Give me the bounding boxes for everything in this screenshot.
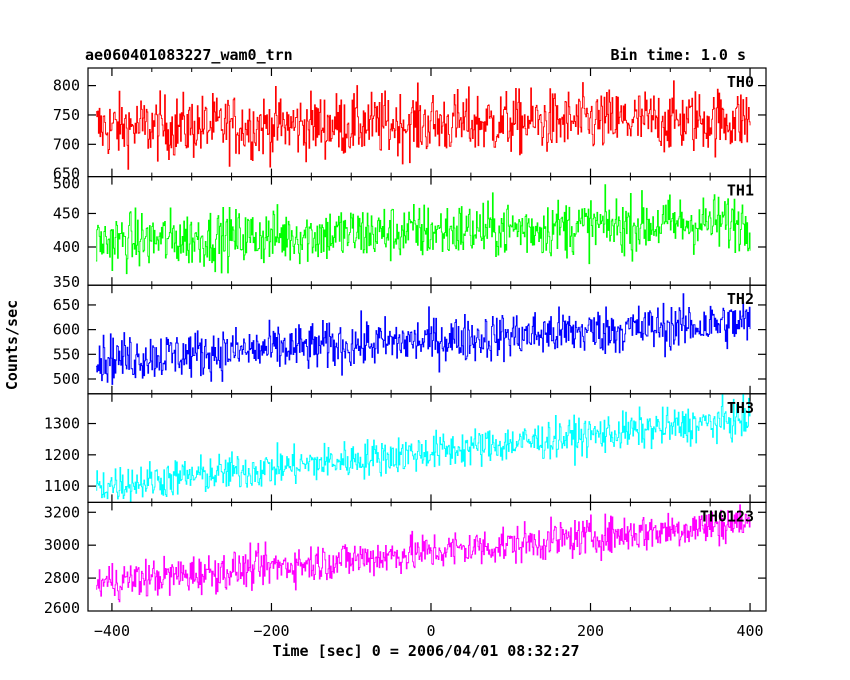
panel-label-th0: TH0 <box>727 73 754 91</box>
y-tick-label: 2600 <box>44 599 80 617</box>
y-tick-label: 350 <box>53 273 80 291</box>
y-tick-label: 650 <box>53 296 80 314</box>
y-tick-label: 3000 <box>44 536 80 554</box>
x-tick-label: −200 <box>253 622 289 640</box>
series-line-th3 <box>95 393 751 503</box>
y-axis-label: Counts/sec <box>3 300 21 390</box>
y-tick-label: 400 <box>53 238 80 256</box>
y-tick-label: 550 <box>53 345 80 363</box>
y-tick-label: 450 <box>53 204 80 222</box>
y-tick-label: 500 <box>53 370 80 388</box>
y-tick-label: 600 <box>53 321 80 339</box>
x-tick-label: 0 <box>426 622 435 640</box>
y-tick-label: 1300 <box>44 415 80 433</box>
panels-group: TH0 700 750 800 650 TH1 400 450 350 500 TH2 500 550 6… <box>44 67 767 640</box>
panel-label-th3: TH3 <box>727 399 754 417</box>
x-tick-label: 400 <box>737 622 764 640</box>
y-tick-label: 1100 <box>44 477 80 495</box>
series-line-th1 <box>95 184 751 275</box>
series-line-th2 <box>95 293 751 385</box>
y-tick-label: 750 <box>53 106 80 124</box>
x-axis-label: Time [sec] 0 = 2006/04/01 08:32:27 <box>272 642 579 660</box>
y-tick-label: 700 <box>53 135 80 153</box>
chart-title: ae060401083227_wam0_trn <box>85 46 293 64</box>
y-tick-label: 2800 <box>44 569 80 587</box>
series-line-th0 <box>95 80 751 170</box>
y-tick-label: 500 <box>53 175 80 193</box>
panel-label-th1: TH1 <box>727 182 754 200</box>
panel-label-th0123: TH0123 <box>700 507 754 525</box>
x-tick-label: 200 <box>577 622 604 640</box>
y-tick-label: 650 <box>53 165 80 183</box>
series-line-th0123 <box>95 504 751 603</box>
y-tick-label: 800 <box>53 77 80 95</box>
panel-frame-th0123 <box>87 501 767 612</box>
x-tick-label: −400 <box>94 622 130 640</box>
y-tick-label: 3200 <box>44 503 80 521</box>
y-tick-label: 1200 <box>44 446 80 464</box>
panel-frame-th3 <box>87 393 767 503</box>
panel-label-th2: TH2 <box>727 290 754 308</box>
bin-time-label: Bin time: 1.0 s <box>611 46 746 64</box>
